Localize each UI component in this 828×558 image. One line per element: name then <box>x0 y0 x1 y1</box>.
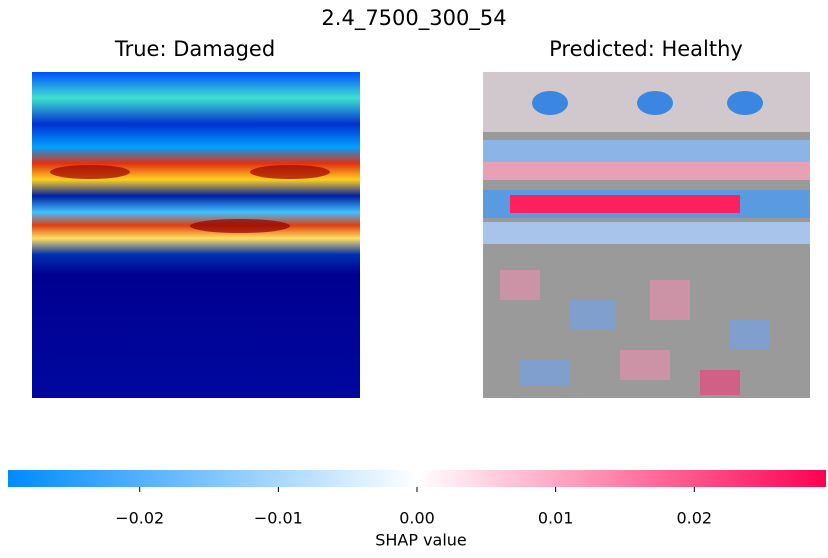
panel-title: True: Damaged <box>114 37 275 61</box>
scalogram-image <box>32 72 360 398</box>
x-tick-label: −0.02 <box>115 509 164 528</box>
panel-title: Predicted: Healthy <box>549 37 743 61</box>
colorbar-label: SHAP value <box>375 531 467 550</box>
x-tick-label: 0.01 <box>538 509 574 528</box>
x-tick-label: 0.00 <box>399 509 435 528</box>
x-tick-label: 0.02 <box>676 509 712 528</box>
shap-overlay-image <box>483 72 810 398</box>
x-tick-label: −0.01 <box>254 509 303 528</box>
colorbar <box>8 470 826 487</box>
figure-title: 2.4_7500_300_54 <box>321 6 506 31</box>
